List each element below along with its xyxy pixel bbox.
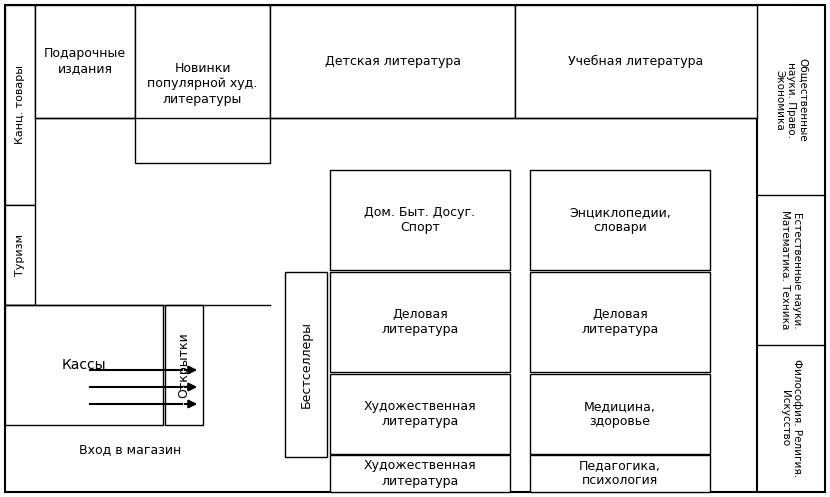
Bar: [5, 5, 35, 205]
Bar: [165, 305, 203, 425]
Text: Общественные
науки. Право.
Экономика: Общественные науки. Право. Экономика: [774, 58, 808, 142]
Bar: [330, 170, 510, 270]
Text: Новинки
популярной худ.
литературы: Новинки популярной худ. литературы: [148, 63, 257, 105]
Text: Подарочные
издания: Подарочные издания: [44, 48, 126, 76]
Bar: [330, 455, 510, 492]
Text: Детская литература: Детская литература: [325, 55, 461, 68]
Text: Энциклопедии,
словари: Энциклопедии, словари: [569, 206, 671, 234]
Bar: [530, 374, 710, 454]
Text: Деловая
литература: Деловая литература: [381, 308, 459, 336]
Bar: [5, 205, 35, 305]
Text: Философия. Религия.
Искусство: Философия. Религия. Искусство: [780, 359, 802, 478]
Text: Кассы: Кассы: [61, 358, 106, 372]
Text: Учебная литература: Учебная литература: [569, 55, 704, 68]
Bar: [515, 5, 757, 118]
Text: Вход в магазин: Вход в магазин: [79, 443, 181, 457]
Bar: [35, 5, 135, 118]
Text: Дом. Быт. Досуг.
Спорт: Дом. Быт. Досуг. Спорт: [364, 206, 476, 234]
Bar: [530, 170, 710, 270]
Bar: [135, 5, 270, 163]
Bar: [757, 5, 825, 492]
Bar: [330, 374, 510, 454]
Text: Открытки: Открытки: [178, 332, 191, 398]
Bar: [530, 272, 710, 372]
Text: Бестселлеры: Бестселлеры: [300, 321, 313, 408]
Text: Канц. товары: Канц. товары: [15, 66, 25, 145]
Text: Естественные науки.
Математика. Техника: Естественные науки. Математика. Техника: [780, 210, 802, 330]
Bar: [285, 272, 327, 457]
Bar: [5, 305, 163, 425]
Text: Медицина,
здоровье: Медицина, здоровье: [584, 400, 656, 428]
Text: Педагогика,
психология: Педагогика, психология: [579, 460, 661, 488]
Text: Художественная
литература: Художественная литература: [364, 460, 476, 488]
Bar: [330, 272, 510, 372]
Bar: [270, 5, 515, 118]
Text: Художественная
литература: Художественная литература: [364, 400, 476, 428]
Text: Туризм: Туризм: [15, 234, 25, 276]
Bar: [530, 455, 710, 492]
Text: Деловая
литература: Деловая литература: [581, 308, 659, 336]
